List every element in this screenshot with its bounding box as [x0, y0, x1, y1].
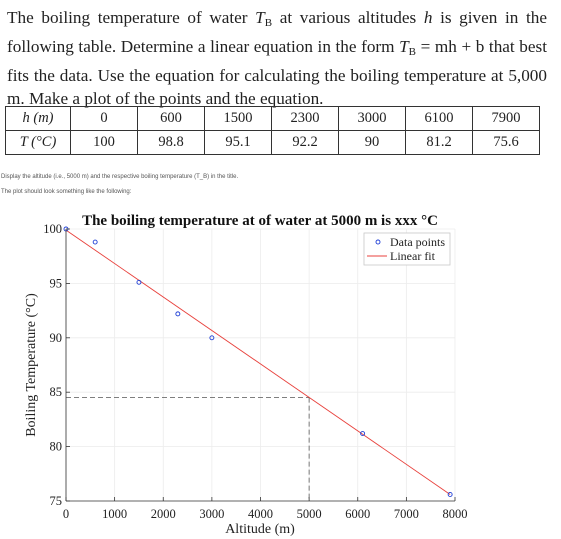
table-cell: 100 [70, 130, 138, 155]
legend: Data points Linear fit [363, 232, 451, 266]
linear-fit-line [65, 229, 451, 495]
table-cell: 95.1 [204, 130, 272, 155]
linear-fit-segment [65, 229, 451, 495]
table-cell: 90 [338, 130, 406, 155]
chart-title: The boiling temperature at of water at 5… [82, 213, 438, 229]
table-cell: 98.8 [137, 130, 205, 155]
y-tick-label: 90 [50, 331, 63, 345]
table-cell: 92.2 [271, 130, 339, 155]
y-tick-label: 95 [50, 276, 63, 290]
table-cell: 7900 [472, 106, 540, 131]
symbol-t: T [255, 8, 265, 27]
symbol-h: h [423, 8, 433, 27]
problem-statement: The boiling temperature of water TB at v… [7, 6, 547, 110]
table-cell: 75.6 [472, 130, 540, 155]
subscript-b: B [264, 17, 273, 29]
table-cell: 6100 [405, 106, 473, 131]
row-header-altitude: h (m) [5, 106, 71, 131]
x-axis-label: Altitude (m) [225, 522, 295, 537]
note-plot-instruction: The plot should look something like the … [1, 189, 132, 195]
table-cell: 3000 [338, 106, 406, 131]
x-tick-label: 0 [63, 507, 69, 521]
row-header-temperature: T (°C) [5, 130, 71, 155]
data-table: h (m) 0 600 1500 2300 3000 6100 7900 T (… [5, 106, 540, 155]
y-tick-label: 80 [50, 440, 63, 454]
legend-box [363, 232, 451, 266]
table-row-altitude: h (m) 0 600 1500 2300 3000 6100 7900 [5, 106, 540, 131]
data-point [360, 431, 366, 436]
data-point [175, 311, 181, 317]
table-cell: 0 [70, 106, 138, 131]
legend-label-data-points: Data points [390, 235, 445, 249]
legend-marker-data-points [375, 239, 381, 245]
x-tick-label: 4000 [248, 507, 273, 521]
data-point [92, 239, 98, 245]
subscript-b-2: B [408, 46, 417, 58]
x-tick-label: 3000 [199, 507, 224, 521]
data-point [136, 279, 142, 285]
table-cell: 1500 [204, 106, 272, 131]
table-cell: 600 [137, 106, 205, 131]
axis-ticks: 0 1000 2000 3000 4000 5000 6000 7000 8000 75 80 85 9… [43, 222, 467, 521]
equation-rhs: = mh + b [416, 37, 485, 56]
table-cell: 2300 [271, 106, 339, 131]
problem-text-1: The boiling temperature of water [7, 8, 256, 27]
legend-label-linear-fit: Linear fit [390, 249, 436, 263]
reference-lines [66, 397, 310, 501]
boiling-temperature-chart: 0 1000 2000 3000 4000 5000 6000 7000 8000 75 80 85 9… [24, 213, 468, 537]
problem-text-4: that best fits the data. Use the equatio… [7, 37, 547, 108]
data-point [209, 335, 215, 341]
table-cell: 81.2 [405, 130, 473, 155]
table-row-temperature: T (°C) 100 98.8 95.1 92.2 90 81.2 75.6 [5, 130, 540, 155]
problem-text-2: at various altitudes [272, 8, 424, 27]
note-title-instruction: Display the altitude (i.e., 5000 m) and … [1, 174, 239, 180]
x-tick-label: 7000 [394, 507, 419, 521]
y-tick-label: 100 [43, 222, 62, 236]
y-axis-label: Boiling Temperature (°C) [24, 293, 39, 437]
y-tick-label: 85 [50, 385, 63, 399]
x-tick-label: 6000 [345, 507, 370, 521]
x-tick-label: 2000 [151, 507, 176, 521]
symbol-t-2: T [399, 37, 409, 56]
y-tick-label: 75 [50, 494, 63, 508]
problem-text-3: is given in the following table. Determi… [7, 8, 547, 56]
x-tick-label: 5000 [297, 507, 322, 521]
x-tick-label: 1000 [102, 507, 127, 521]
data-point [447, 492, 453, 497]
x-tick-label: 8000 [443, 507, 468, 521]
